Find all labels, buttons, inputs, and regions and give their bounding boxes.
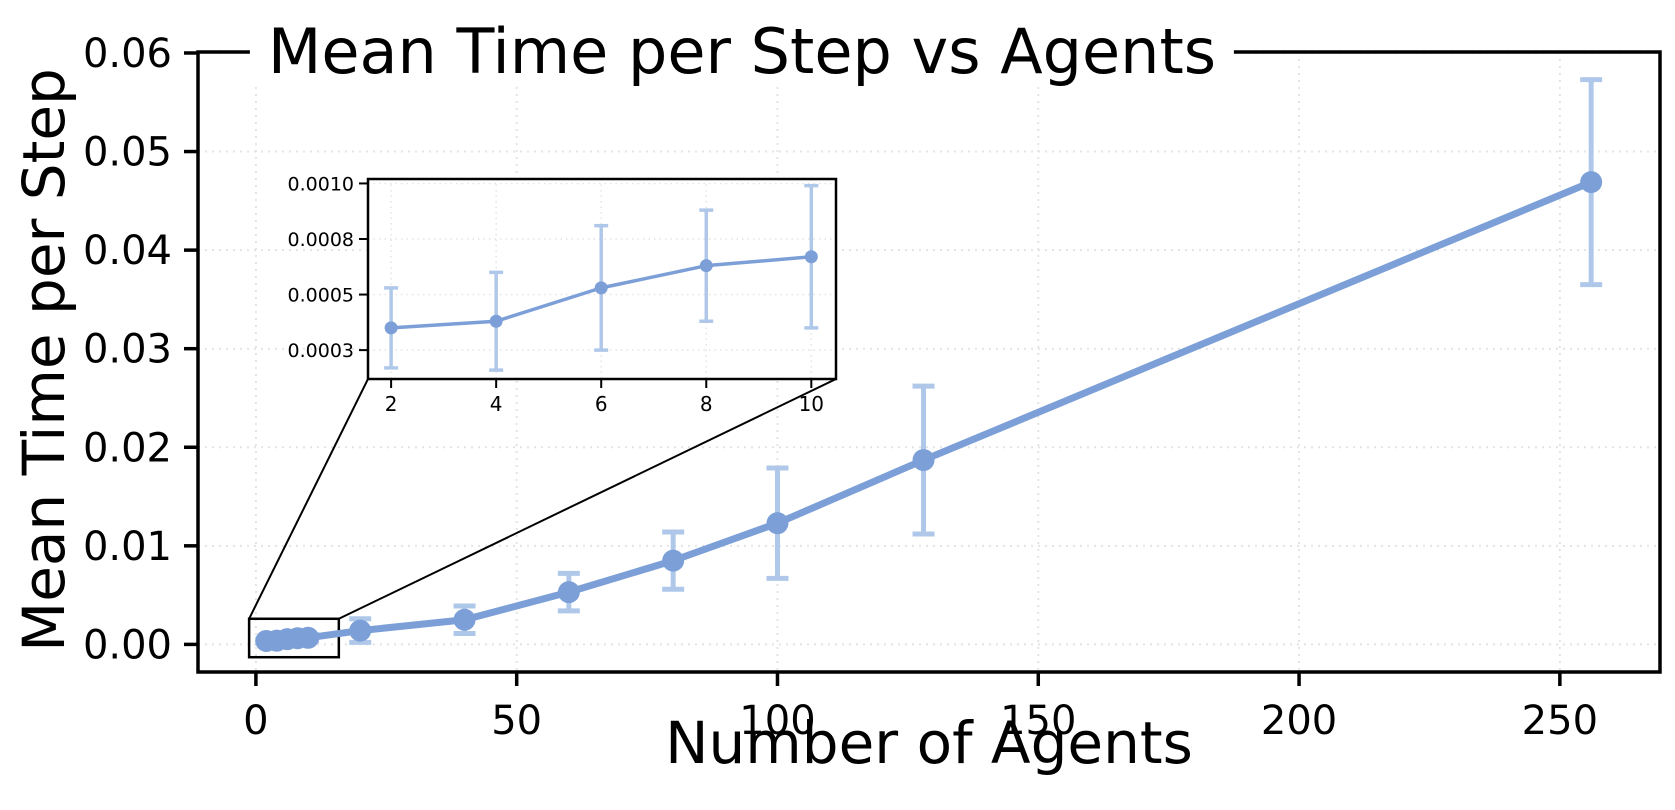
data-point	[766, 512, 789, 535]
y-tick-label: 0.03	[83, 327, 172, 373]
x-tick-label: 200	[1261, 698, 1337, 744]
y-tick-label: 0.06	[83, 31, 172, 77]
y-tick-label: 0.01	[83, 524, 172, 570]
inset-x-tick-label: 4	[490, 392, 503, 416]
data-point	[297, 626, 320, 649]
y-tick-label: 0.04	[83, 228, 172, 274]
data-point	[453, 608, 476, 631]
data-point	[557, 581, 580, 604]
inset-x-tick-label: 2	[385, 392, 398, 416]
zoom-indicator	[247, 378, 837, 659]
x-axis-label: Number of Agents	[665, 709, 1193, 777]
data-point	[594, 281, 608, 295]
inset-x-tick-label: 6	[595, 392, 608, 416]
y-tick-label: 0.02	[83, 425, 172, 471]
inset-x-tick-label: 10	[799, 392, 824, 416]
data-point	[662, 549, 685, 572]
data-point	[349, 619, 372, 642]
data-point	[384, 321, 398, 335]
inset-y-tick-label: 0.0003	[288, 340, 354, 362]
x-tick-label: 250	[1522, 698, 1598, 744]
data-point	[1580, 171, 1603, 194]
x-tick-label: 100	[739, 698, 815, 744]
zoom-connector-right	[338, 378, 837, 620]
data-point	[489, 314, 503, 328]
y-tick-label: 0.05	[83, 130, 172, 176]
data-point	[912, 449, 935, 472]
zoom-indicator-rect	[247, 617, 341, 659]
chart-title: Mean Time per Step vs Agents	[249, 21, 1235, 83]
main-series	[255, 77, 1603, 652]
data-point	[699, 259, 713, 273]
inset-x-tick-label: 8	[700, 392, 713, 416]
x-tick-label: 0	[243, 698, 268, 744]
zoom-connector-left	[248, 378, 369, 620]
data-point	[804, 250, 818, 264]
inset-y-tick-label: 0.0005	[288, 285, 354, 307]
x-tick-label: 150	[1000, 698, 1076, 744]
y-tick-label: 0.00	[83, 622, 172, 668]
inset-y-tick-label: 0.0010	[288, 173, 354, 195]
main-axes: 0 50 100 150 200 250 0.00 0.01 0.02 0.03 0.04 0.05 0…	[83, 31, 1662, 744]
x-tick-label: 50	[491, 698, 542, 744]
inset-y-tick-label: 0.0008	[288, 229, 354, 251]
y-axis-label: Mean Time per Step	[10, 68, 78, 652]
inset-axes: 2 4 6 8 10 0.0003 0.0005 0.0008 0.0010	[288, 173, 838, 416]
